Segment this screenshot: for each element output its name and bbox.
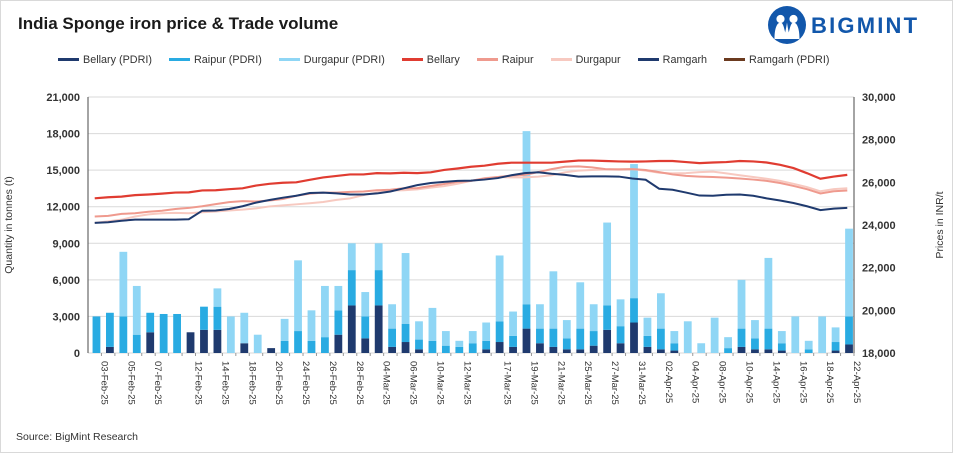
svg-text:15,000: 15,000 (46, 165, 80, 177)
svg-text:Prices in INR/t: Prices in INR/t (934, 191, 946, 258)
svg-text:07-Feb-25: 07-Feb-25 (152, 361, 163, 405)
svg-text:10-Mar-25: 10-Mar-25 (434, 361, 445, 405)
svg-text:28,000: 28,000 (862, 135, 896, 147)
svg-text:08-Apr-25: 08-Apr-25 (717, 361, 728, 403)
svg-text:10-Apr-25: 10-Apr-25 (743, 361, 754, 403)
svg-text:22-Apr-25: 22-Apr-25 (851, 361, 862, 403)
svg-text:18,000: 18,000 (862, 348, 896, 360)
svg-text:06-Mar-25: 06-Mar-25 (408, 361, 419, 405)
svg-text:31-Mar-25: 31-Mar-25 (636, 361, 647, 405)
svg-text:6,000: 6,000 (52, 275, 80, 287)
svg-text:12-Feb-25: 12-Feb-25 (193, 361, 204, 405)
svg-text:9,000: 9,000 (52, 238, 80, 250)
svg-text:14-Apr-25: 14-Apr-25 (770, 361, 781, 403)
svg-text:21-Mar-25: 21-Mar-25 (555, 361, 566, 405)
svg-text:20,000: 20,000 (862, 305, 896, 317)
svg-text:05-Feb-25: 05-Feb-25 (125, 361, 136, 405)
svg-text:14-Feb-25: 14-Feb-25 (219, 361, 230, 405)
svg-text:03-Feb-25: 03-Feb-25 (98, 361, 109, 405)
svg-text:12,000: 12,000 (46, 202, 80, 214)
svg-text:18-Feb-25: 18-Feb-25 (246, 361, 257, 405)
svg-text:19-Mar-25: 19-Mar-25 (528, 361, 539, 405)
svg-text:02-Apr-25: 02-Apr-25 (663, 361, 674, 403)
svg-text:BIGMINT: BIGMINT (811, 13, 919, 38)
svg-text:24-Feb-25: 24-Feb-25 (300, 361, 311, 405)
svg-text:27-Mar-25: 27-Mar-25 (609, 361, 620, 405)
svg-text:0: 0 (74, 348, 80, 360)
svg-text:26,000: 26,000 (862, 177, 896, 189)
svg-text:25-Mar-25: 25-Mar-25 (582, 361, 593, 405)
svg-text:18,000: 18,000 (46, 129, 80, 141)
svg-text:20-Feb-25: 20-Feb-25 (273, 361, 284, 405)
svg-text:04-Apr-25: 04-Apr-25 (690, 361, 701, 403)
svg-text:17-Mar-25: 17-Mar-25 (502, 361, 513, 405)
svg-text:16-Apr-25: 16-Apr-25 (797, 361, 808, 403)
svg-text:12-Mar-25: 12-Mar-25 (461, 361, 472, 405)
svg-text:04-Mar-25: 04-Mar-25 (381, 361, 392, 405)
svg-text:28-Feb-25: 28-Feb-25 (354, 361, 365, 405)
svg-text:30,000: 30,000 (862, 92, 896, 104)
svg-text:22,000: 22,000 (862, 263, 896, 275)
svg-text:24,000: 24,000 (862, 220, 896, 232)
svg-text:18-Apr-25: 18-Apr-25 (824, 361, 835, 403)
svg-text:Quantity in tonnes (t): Quantity in tonnes (t) (3, 176, 15, 273)
svg-text:3,000: 3,000 (52, 311, 80, 323)
svg-text:26-Feb-25: 26-Feb-25 (327, 361, 338, 405)
svg-text:21,000: 21,000 (46, 92, 80, 104)
